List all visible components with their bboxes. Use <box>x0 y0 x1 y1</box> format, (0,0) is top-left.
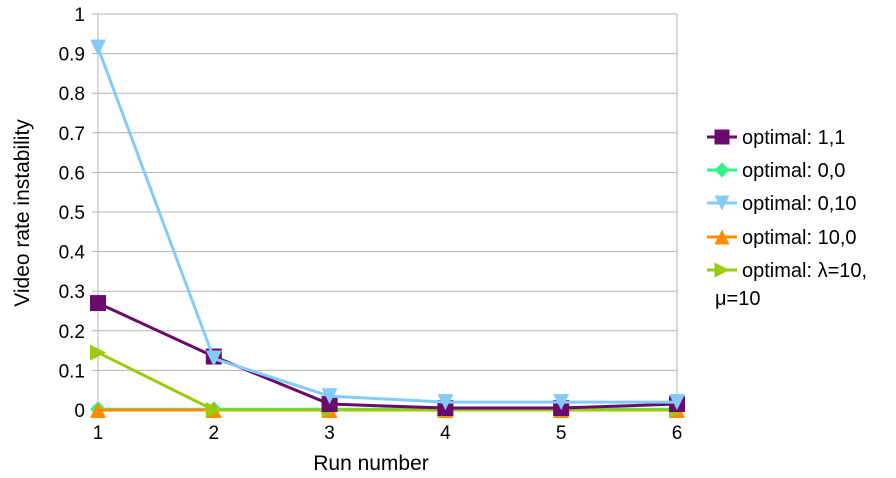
data-point <box>90 295 106 312</box>
data-point <box>437 394 454 411</box>
y-tick-label: 0.7 <box>59 124 85 145</box>
grid-lines <box>92 13 678 416</box>
legend-item: optimal: 1,1 <box>707 127 845 149</box>
legend-item: optimal: 0,10 <box>707 193 857 215</box>
x-tick-label: 2 <box>209 423 220 444</box>
legend-label: optimal: 0,0 <box>742 160 845 182</box>
legend: optimal: 1,1 optimal: 0,0 optimal: 0,10 opt… <box>707 127 867 310</box>
data-point <box>205 350 222 367</box>
y-tick-label: 0.6 <box>59 163 85 184</box>
y-tick-label: 0 <box>74 401 85 422</box>
legend-marker <box>714 195 730 211</box>
x-axis-title: Run number <box>313 452 429 475</box>
legend-item: optimal: 0,0 <box>707 160 845 182</box>
y-axis-ticks: 0 0.1 0.2 0.3 0.4 0.5 0.6 0.7 0.8 0.9 1 <box>59 5 86 422</box>
x-tick-label: 4 <box>440 423 451 444</box>
data-point <box>321 388 338 405</box>
y-tick-label: 0.5 <box>59 203 85 224</box>
y-tick-label: 0.3 <box>59 282 85 303</box>
series-line <box>97 301 678 410</box>
series-line <box>97 351 677 412</box>
x-tick-label: 1 <box>93 423 104 444</box>
data-point <box>669 394 685 411</box>
legend-label: optimal: 1,1 <box>742 127 845 149</box>
y-tick-label: 0.4 <box>59 243 86 264</box>
legend-item: optimal: 10,0 <box>707 227 857 249</box>
y-tick-label: 0.9 <box>59 45 85 66</box>
data-point <box>205 402 222 418</box>
x-tick-label: 5 <box>556 423 567 444</box>
legend-marker <box>714 262 730 278</box>
y-tick-label: 1 <box>74 5 85 26</box>
series-group <box>90 39 685 411</box>
legend-marker <box>714 129 730 145</box>
y-tick-label: 0.8 <box>59 84 85 105</box>
x-tick-label: 3 <box>324 423 335 444</box>
data-point <box>90 402 106 418</box>
data-point <box>90 344 106 361</box>
legend-marker <box>714 229 730 245</box>
legend-label-line: optimal: λ=10, <box>742 260 867 282</box>
legend-label: optimal: 0,10 <box>742 193 857 215</box>
data-series <box>90 39 685 418</box>
legend-label-line: μ=10 <box>715 288 760 310</box>
y-tick-label: 0.1 <box>59 361 85 382</box>
legend-item: optimal: λ=10, μ=10 <box>707 260 867 310</box>
series-line <box>96 47 677 404</box>
x-tick-label: 6 <box>672 423 683 444</box>
x-axis-ticks: 1 2 3 4 5 6 <box>93 423 683 444</box>
legend-label: optimal: λ=10, μ=10 <box>715 260 867 310</box>
y-tick-label: 0.2 <box>59 322 85 343</box>
legend-label: optimal: 10,0 <box>742 227 857 249</box>
data-point <box>90 39 106 56</box>
data-point <box>553 394 570 411</box>
y-axis-title: Video rate instability <box>11 119 34 307</box>
legend-marker <box>714 162 730 178</box>
